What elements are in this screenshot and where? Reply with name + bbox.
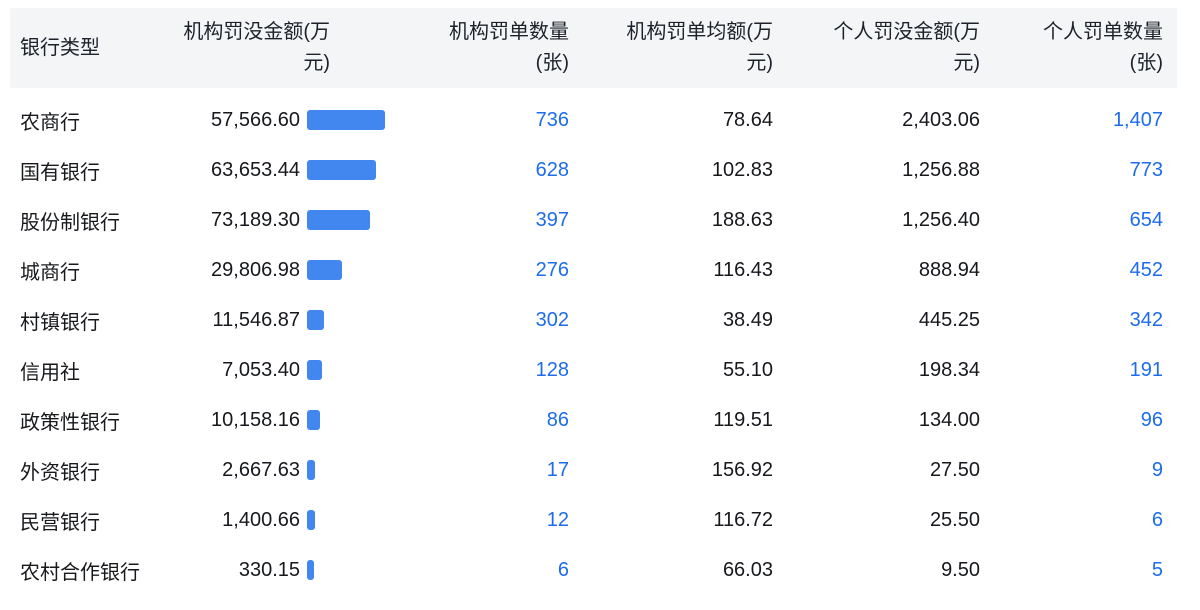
- org-average-value: 66.03: [722, 558, 773, 581]
- org-average-value: 102.83: [711, 158, 773, 181]
- org-amount-bar-area: [300, 360, 397, 380]
- org-amount-value: 63,653.44: [211, 158, 300, 181]
- org-count-link[interactable]: 12: [546, 508, 569, 531]
- org-average-value: 116.72: [713, 508, 773, 531]
- org-average-value: 116.43: [713, 258, 773, 281]
- org-amount-bar-area: [300, 110, 397, 130]
- org-amount-value: 10,158.16: [211, 408, 300, 431]
- person-count-link[interactable]: 9: [1151, 458, 1163, 481]
- org-average-value: 119.51: [713, 408, 773, 431]
- bank-type-label: 农村合作银行: [20, 561, 140, 584]
- org-amount-bar-area: [300, 310, 397, 330]
- org-amount-value: 1,400.66: [222, 508, 300, 531]
- org-average-value: 38.49: [722, 308, 773, 331]
- org-amount-bar-area: [300, 210, 397, 230]
- bank-type-label: 村镇银行: [20, 311, 100, 334]
- org-amount-bar: [307, 560, 314, 580]
- org-amount-bar: [307, 110, 385, 130]
- org-amount-bar-area: [300, 560, 397, 580]
- org-count-link[interactable]: 276: [535, 258, 569, 281]
- person-amount-value: 1,256.88: [902, 158, 980, 181]
- org-amount-bar: [307, 210, 370, 230]
- bank-type-label: 农商行: [20, 111, 80, 134]
- person-amount-value: 9.50: [941, 558, 980, 581]
- table-row: 外资银行 2,667.63 17 156.92 27.50 9: [10, 445, 1177, 495]
- org-count-link[interactable]: 86: [546, 408, 569, 431]
- person-count-link[interactable]: 342: [1129, 308, 1163, 331]
- table-row: 城商行 29,806.98 276 116.43 888.94 452: [10, 245, 1177, 295]
- org-amount-value: 2,667.63: [222, 458, 300, 481]
- org-count-link[interactable]: 6: [557, 558, 569, 581]
- bank-type-label: 国有银行: [20, 161, 100, 184]
- org-average-value: 188.63: [711, 208, 773, 231]
- bank-type-label: 信用社: [20, 361, 80, 384]
- bank-type-label: 城商行: [20, 261, 80, 284]
- bank-type-label: 外资银行: [20, 461, 100, 484]
- person-amount-value: 1,256.40: [902, 208, 980, 231]
- org-amount-bar-area: [300, 460, 397, 480]
- person-amount-value: 134.00: [918, 408, 980, 431]
- org-amount-value: 57,566.60: [211, 108, 300, 131]
- table-row: 政策性银行 10,158.16 86 119.51 134.00 96: [10, 395, 1177, 445]
- table-row: 农商行 57,566.60 736 78.64 2,403.06 1,407: [10, 95, 1177, 145]
- person-amount-value: 27.50: [929, 458, 980, 481]
- person-amount-value: 2,403.06: [902, 108, 980, 131]
- org-average-value: 78.64: [722, 108, 773, 131]
- org-average-value: 156.92: [711, 458, 773, 481]
- person-count-link[interactable]: 96: [1140, 408, 1163, 431]
- person-amount-value: 198.34: [918, 358, 980, 381]
- org-amount-bar: [307, 510, 315, 530]
- person-count-link[interactable]: 191: [1129, 358, 1163, 381]
- bank-type-label: 政策性银行: [20, 411, 120, 434]
- org-amount-bar: [307, 260, 342, 280]
- org-amount-value: 7,053.40: [222, 358, 300, 381]
- person-count-link[interactable]: 452: [1129, 258, 1163, 281]
- table-body: 农商行 57,566.60 736 78.64 2,403.06 1,407 国…: [10, 95, 1177, 595]
- org-amount-bar: [307, 460, 315, 480]
- org-count-link[interactable]: 128: [535, 358, 569, 381]
- table-row: 国有银行 63,653.44 628 102.83 1,256.88 773: [10, 145, 1177, 195]
- org-amount-bar-area: [300, 510, 397, 530]
- table-header-row: 银行类型 机构罚没金额(万元) 机构罚单数量 (张) 机构罚单均额(万 元) 个…: [10, 8, 1177, 88]
- column-header-org-average: 机构罚单均额(万 元): [626, 21, 773, 74]
- column-header-person-count: 个人罚单数量 (张): [1043, 21, 1163, 74]
- table-row: 信用社 7,053.40 128 55.10 198.34 191: [10, 345, 1177, 395]
- column-header-org-count: 机构罚单数量 (张): [449, 21, 569, 74]
- table-row: 村镇银行 11,546.87 302 38.49 445.25 342: [10, 295, 1177, 345]
- table-row: 股份制银行 73,189.30 397 188.63 1,256.40 654: [10, 195, 1177, 245]
- org-average-value: 55.10: [722, 358, 773, 381]
- org-count-link[interactable]: 397: [535, 208, 569, 231]
- person-amount-value: 888.94: [918, 258, 980, 281]
- org-amount-bar: [307, 160, 376, 180]
- org-amount-value: 11,546.87: [212, 308, 301, 331]
- column-header-org-amount: 机构罚没金额(万元): [183, 21, 330, 74]
- org-count-link[interactable]: 736: [535, 108, 569, 131]
- column-header-person-amount: 个人罚没金额(万 元): [833, 21, 980, 74]
- person-count-link[interactable]: 1,407: [1112, 108, 1163, 131]
- column-header-bank-type: 银行类型: [20, 36, 100, 59]
- person-count-link[interactable]: 5: [1151, 558, 1163, 581]
- person-count-link[interactable]: 773: [1129, 158, 1163, 181]
- table-row: 农村合作银行 330.15 6 66.03 9.50 5: [10, 545, 1177, 595]
- org-amount-bar-area: [300, 160, 397, 180]
- table-row: 民营银行 1,400.66 12 116.72 25.50 6: [10, 495, 1177, 545]
- org-amount-value: 330.15: [238, 558, 300, 581]
- bank-type-label: 民营银行: [20, 511, 100, 534]
- org-count-link[interactable]: 628: [535, 158, 569, 181]
- org-count-link[interactable]: 17: [546, 458, 569, 481]
- org-amount-bar: [307, 410, 320, 430]
- org-amount-bar-area: [300, 410, 397, 430]
- person-count-link[interactable]: 6: [1151, 508, 1163, 531]
- person-amount-value: 445.25: [918, 308, 980, 331]
- org-amount-bar: [307, 360, 322, 380]
- bank-type-label: 股份制银行: [20, 211, 120, 234]
- org-count-link[interactable]: 302: [535, 308, 569, 331]
- person-amount-value: 25.50: [929, 508, 980, 531]
- bank-penalty-table: 银行类型 机构罚没金额(万元) 机构罚单数量 (张) 机构罚单均额(万 元) 个…: [10, 8, 1177, 595]
- org-amount-value: 29,806.98: [211, 258, 300, 281]
- person-count-link[interactable]: 654: [1129, 208, 1163, 231]
- org-amount-bar: [307, 310, 324, 330]
- org-amount-value: 73,189.30: [211, 208, 300, 231]
- org-amount-bar-area: [300, 260, 397, 280]
